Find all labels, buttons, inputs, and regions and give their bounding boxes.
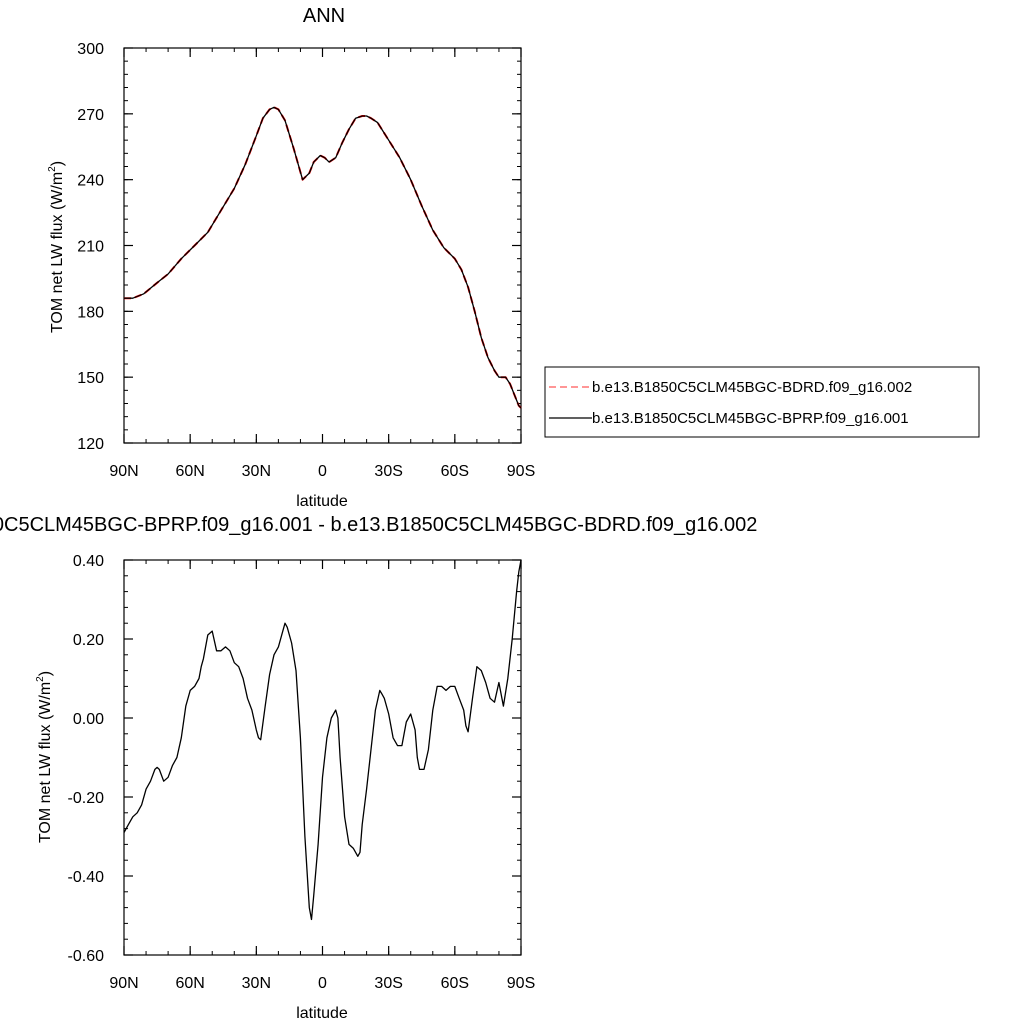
bottom-y-tick-label: -0.60 <box>68 948 105 965</box>
top-x-tick-label: 60S <box>441 463 469 480</box>
bottom-chart-title: b.e13.B1850C5CLM45BGC-BPRP.f09_g16.001 -… <box>0 514 757 536</box>
bottom-x-tick-label: 30S <box>374 975 402 992</box>
bottom-y-tick-label: 0.20 <box>73 632 104 649</box>
top-series-line-0 <box>124 106 522 409</box>
top-chart-title: ANN <box>303 5 345 27</box>
bottom-series-line-0 <box>123 559 522 921</box>
bottom-y-tick-label: -0.40 <box>68 869 105 886</box>
bottom-difference-panel: b.e13.B1850C5CLM45BGC-BPRP.f09_g16.001 -… <box>0 514 757 1022</box>
top-y-tick-label: 270 <box>77 107 104 124</box>
top-y-tick-label: 120 <box>77 436 104 453</box>
top-line-panel: ANN latitude TOM net LW flux (W/m2) 90N 6… <box>47 5 535 510</box>
bottom-y-axis-label-close: ) <box>37 671 54 676</box>
top-series-line-1 <box>124 106 522 409</box>
bottom-x-tick-label: 30N <box>242 975 271 992</box>
top-plot-frame <box>123 47 522 444</box>
top-x-tick-label: 60N <box>175 463 204 480</box>
top-y-tick-label: 300 <box>77 41 104 58</box>
top-x-tick-label: 90S <box>507 463 535 480</box>
top-y-tick-label: 210 <box>77 239 104 256</box>
top-y-tick-label: 180 <box>77 304 104 321</box>
top-x-axis-label: latitude <box>296 493 348 510</box>
top-x-tick-label: 30N <box>242 463 271 480</box>
bottom-y-tick-label: 0.40 <box>73 553 104 570</box>
top-chart-legend: b.e13.B1850C5CLM45BGC-BDRD.f09_g16.002 b… <box>544 366 980 438</box>
top-y-axis-label-close: ) <box>49 161 66 166</box>
bottom-x-axis-label: latitude <box>296 1005 348 1022</box>
bottom-y-axis-label-text: TOM net LW flux (W/m <box>37 682 54 843</box>
bottom-y-axis-label-superscript: 2 <box>35 676 46 682</box>
bottom-x-tick-label: 0 <box>318 975 327 992</box>
top-y-axis-label-superscript: 2 <box>47 166 58 172</box>
top-y-axis-label: TOM net LW flux (W/m2) <box>47 161 66 333</box>
bottom-y-tick-label: 0.00 <box>73 711 104 728</box>
legend-label-bprp: b.e13.B1850C5CLM45BGC-BPRP.f09_g16.001 <box>592 410 909 427</box>
legend-label-bdrd: b.e13.B1850C5CLM45BGC-BDRD.f09_g16.002 <box>592 379 912 396</box>
top-y-axis-label-text: TOM net LW flux (W/m <box>49 172 66 333</box>
bottom-x-tick-label: 60S <box>441 975 469 992</box>
bottom-plot-frame <box>123 559 522 956</box>
bottom-y-tick-label: -0.20 <box>68 790 105 807</box>
top-x-tick-label: 90N <box>109 463 138 480</box>
bottom-x-tick-label: 60N <box>175 975 204 992</box>
top-y-tick-label: 150 <box>77 370 104 387</box>
bottom-x-tick-label: 90N <box>109 975 138 992</box>
top-x-tick-label: 30S <box>374 463 402 480</box>
legend-box <box>544 366 980 438</box>
top-x-tick-label: 0 <box>318 463 327 480</box>
bottom-x-tick-label: 90S <box>507 975 535 992</box>
top-y-tick-label: 240 <box>77 173 104 190</box>
bottom-y-axis-label: TOM net LW flux (W/m2) <box>35 671 54 843</box>
